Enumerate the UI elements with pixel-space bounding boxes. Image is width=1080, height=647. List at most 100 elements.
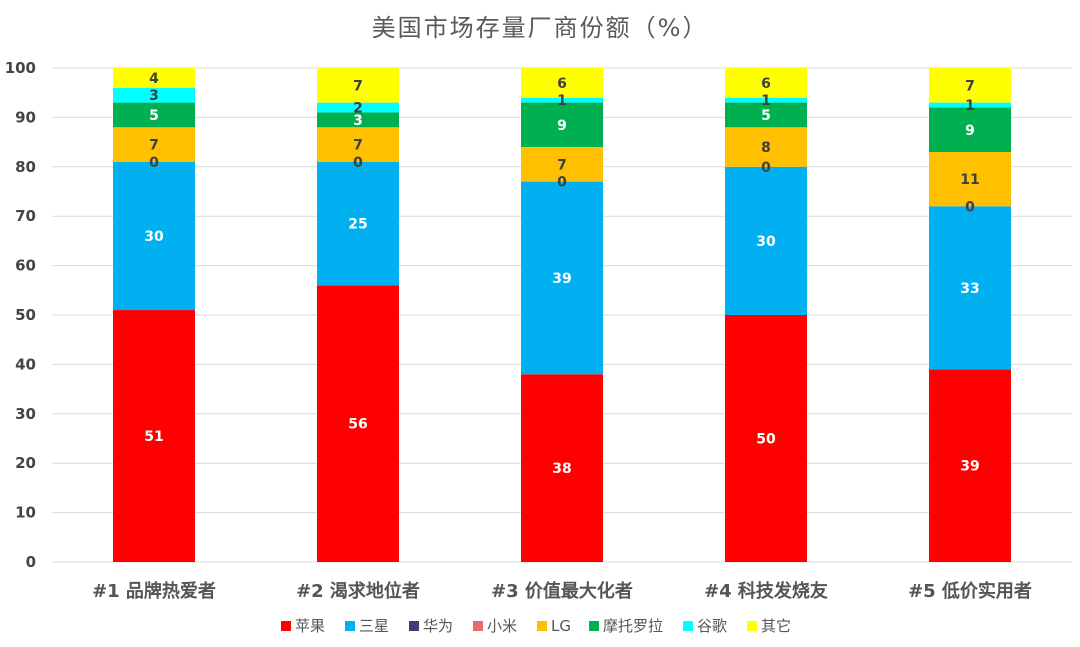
y-axis: 0 10 20 30 40 50 60 70 80 90 100	[5, 59, 36, 571]
bar-segment	[317, 161, 399, 286]
bar-segment	[113, 87, 195, 103]
data-label: 51	[144, 429, 163, 445]
legend-swatch	[589, 621, 599, 631]
data-label: 11	[960, 172, 979, 188]
y-tick-label: 10	[15, 504, 36, 522]
legend-item-label: 小米	[487, 617, 517, 635]
legend: 苹果 三星 华为 小米 LG 摩托罗拉 谷歌 其它	[281, 617, 791, 635]
bar-segment	[929, 151, 1011, 207]
data-label: 7	[353, 78, 363, 94]
data-label: 30	[756, 234, 776, 250]
data-label: 1	[557, 93, 567, 109]
data-label: 0	[149, 155, 159, 171]
bar-segment	[725, 166, 807, 315]
bar-segment	[929, 68, 1011, 103]
x-category-label: #3 价值最大化者	[491, 580, 633, 602]
data-label: 4	[149, 71, 159, 87]
y-tick-label: 50	[15, 306, 36, 324]
bar-segment	[113, 68, 195, 88]
bar-segment	[725, 97, 807, 103]
data-label: 1	[965, 98, 975, 114]
data-label: 25	[348, 217, 367, 233]
data-label: 50	[756, 432, 776, 448]
data-label: 5	[761, 108, 771, 124]
chart-title: 美国市场存量厂商份额（%）	[372, 14, 709, 42]
data-label: 0	[761, 160, 771, 176]
bar-segment	[521, 374, 603, 562]
bar-segment	[521, 97, 603, 103]
bar-segment	[929, 369, 1011, 562]
y-tick-label: 30	[15, 405, 36, 423]
data-label: 7	[557, 157, 567, 173]
legend-swatch	[409, 621, 419, 631]
data-label: 39	[960, 459, 979, 475]
bar-segment	[113, 127, 195, 162]
y-tick-label: 80	[15, 158, 36, 176]
bar-segment	[317, 102, 399, 113]
data-label: 7	[353, 138, 363, 154]
data-label: 8	[761, 140, 771, 156]
bar-segment	[725, 68, 807, 98]
data-label: 1	[761, 93, 771, 109]
bar-segment	[521, 181, 603, 375]
legend-swatch	[473, 621, 483, 631]
legend-swatch	[683, 621, 693, 631]
data-label: 33	[960, 281, 979, 297]
legend-item-label: 摩托罗拉	[603, 617, 663, 635]
y-tick-label: 0	[26, 553, 36, 571]
legend-item-label: LG	[551, 617, 571, 635]
x-axis: #1 品牌热爱者 #2 渴求地位者 #3 价值最大化者 #4 科技发烧友 #5 低价实用…	[92, 580, 1032, 602]
data-label: 0	[965, 199, 975, 215]
legend-swatch	[747, 621, 757, 631]
y-tick-label: 40	[15, 355, 36, 373]
data-label: 0	[353, 155, 363, 171]
bar-segment	[725, 127, 807, 167]
data-label: 7	[149, 138, 159, 154]
data-label: 6	[557, 76, 567, 92]
data-labels: 5130075345625073273839079165030085163933…	[144, 71, 979, 477]
data-label: 3	[149, 88, 159, 104]
y-tick-label: 20	[15, 454, 36, 472]
data-label: 9	[965, 123, 975, 139]
bar-segment	[725, 315, 807, 562]
x-category-label: #4 科技发烧友	[704, 580, 828, 602]
y-tick-label: 100	[5, 59, 36, 77]
bars	[113, 68, 1011, 562]
legend-item-label: 谷歌	[697, 617, 727, 635]
bar-segment	[521, 68, 603, 98]
legend-item-label: 三星	[359, 617, 389, 635]
y-tick-label: 70	[15, 207, 36, 225]
bar-segment	[521, 147, 603, 182]
bar-segment	[521, 102, 603, 148]
legend-item-label: 华为	[423, 617, 453, 635]
bar-segment	[317, 285, 399, 562]
data-label: 2	[353, 101, 363, 117]
data-label: 6	[761, 76, 771, 92]
legend-item-label: 其它	[761, 617, 791, 635]
data-label: 0	[557, 175, 567, 191]
data-label: 5	[149, 108, 159, 124]
data-label: 39	[552, 271, 571, 287]
data-label: 30	[144, 229, 164, 245]
y-tick-label: 90	[15, 108, 36, 126]
y-tick-label: 60	[15, 257, 36, 275]
data-label: 9	[557, 118, 567, 134]
bar-segment	[113, 310, 195, 562]
bar-segment	[725, 102, 807, 128]
x-category-label: #2 渴求地位者	[296, 580, 420, 602]
bar-segment	[317, 112, 399, 128]
data-label: 3	[353, 113, 363, 129]
x-category-label: #5 低价实用者	[908, 580, 1032, 602]
bar-segment	[113, 102, 195, 128]
data-label: 38	[552, 461, 571, 477]
data-label: 7	[965, 78, 975, 94]
bar-segment	[317, 68, 399, 103]
legend-item-label: 苹果	[295, 617, 325, 635]
legend-swatch	[345, 621, 355, 631]
bar-segment	[317, 127, 399, 162]
bar-segment	[929, 206, 1011, 370]
bar-segment	[929, 102, 1011, 108]
bar-segment	[113, 161, 195, 311]
x-category-label: #1 品牌热爱者	[92, 580, 216, 602]
